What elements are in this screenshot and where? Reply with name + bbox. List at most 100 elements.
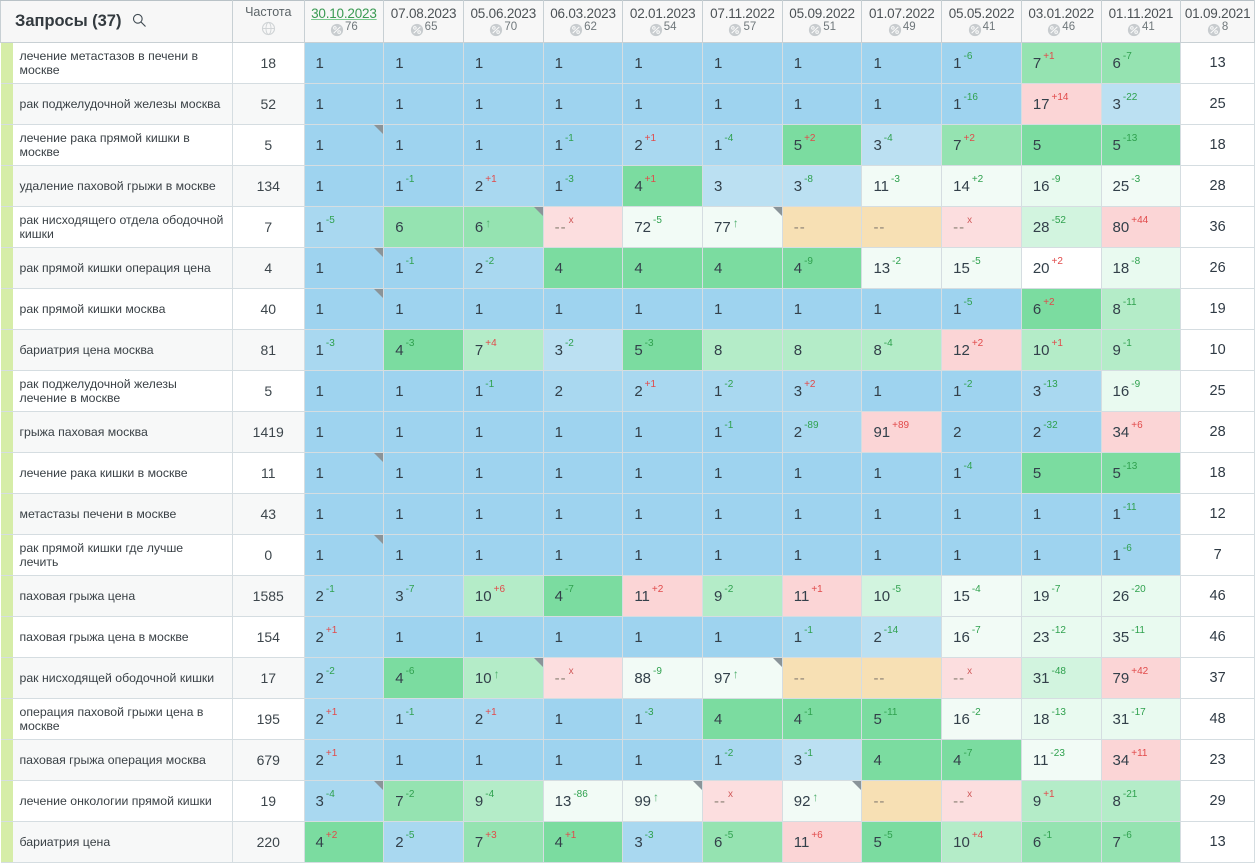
rank-cell[interactable]: 6 ↑ xyxy=(462,206,544,248)
rank-cell[interactable]: 15 -5 xyxy=(941,247,1022,289)
rank-cell[interactable]: 1 xyxy=(383,83,464,125)
query-cell[interactable]: рак прямой кишки операция цена xyxy=(0,247,233,289)
rank-cell[interactable]: 18 -13 xyxy=(1020,698,1102,740)
rank-cell[interactable]: 5 -11 xyxy=(861,698,943,740)
rank-cell[interactable]: 13 -2 xyxy=(861,247,943,289)
rank-cell[interactable]: 92 ↑ xyxy=(781,780,863,822)
oldest-rank-cell[interactable]: 25 xyxy=(1180,83,1255,125)
query-cell[interactable]: лечение рака кишки в москве xyxy=(0,452,233,494)
rank-cell[interactable]: 7 +2 xyxy=(941,124,1022,166)
rank-cell[interactable]: 5 -5 xyxy=(861,821,943,863)
rank-cell[interactable]: 1 -2 xyxy=(941,370,1022,412)
rank-cell[interactable]: 1 -1 xyxy=(383,698,464,740)
rank-cell[interactable]: 19 -7 xyxy=(1020,575,1102,617)
rank-cell[interactable]: 3 +2 xyxy=(781,370,863,412)
column-header-date-01.11.2021[interactable]: 01.11.2021 41 xyxy=(1100,0,1182,43)
rank-cell[interactable]: 1 xyxy=(542,411,624,453)
rank-cell[interactable]: 11 -3 xyxy=(861,165,943,207)
rank-cell[interactable]: -- xyxy=(861,206,943,248)
rank-cell[interactable]: 10 -5 xyxy=(861,575,943,617)
oldest-rank-cell[interactable]: 13 xyxy=(1180,821,1255,863)
rank-cell[interactable]: 13 -86 xyxy=(542,780,624,822)
rank-cell[interactable]: 1 xyxy=(462,288,544,330)
rank-cell[interactable]: 1 -11 xyxy=(1100,493,1182,535)
rank-cell[interactable]: 1 -3 xyxy=(542,165,624,207)
rank-cell[interactable]: 3 -7 xyxy=(383,575,464,617)
rank-cell[interactable]: 1 xyxy=(781,42,863,84)
rank-cell[interactable]: 4 -1 xyxy=(781,698,863,740)
column-header-date-06.03.2023[interactable]: 06.03.2023 62 xyxy=(542,0,624,43)
query-cell[interactable]: бариатрия цена москва xyxy=(0,329,233,371)
column-header-date-01.09.2021[interactable]: 01.09.2021 8 xyxy=(1180,0,1255,43)
rank-cell[interactable]: 1 xyxy=(622,288,704,330)
rank-cell[interactable]: 1 -6 xyxy=(1100,534,1182,576)
oldest-rank-cell[interactable]: 28 xyxy=(1180,165,1255,207)
table-row[interactable]: бариатрия цена москва 81 1 -3 4 -3 7 +4 3 -2 5 -3 8 8… xyxy=(0,329,1255,371)
rank-cell[interactable]: 1 xyxy=(861,288,943,330)
rank-cell[interactable]: 6 +2 xyxy=(1020,288,1102,330)
rank-cell[interactable]: 2 +1 xyxy=(303,698,385,740)
table-row[interactable]: удаление паховой грыжи в москве 134 1 1 -1 2 +… xyxy=(0,165,1255,207)
rank-cell[interactable]: 2 xyxy=(941,411,1022,453)
rank-cell[interactable]: 91 +89 xyxy=(861,411,943,453)
cell-note-marker-icon[interactable] xyxy=(374,248,384,257)
rank-cell[interactable]: 1 xyxy=(462,124,544,166)
rank-cell[interactable]: 15 -4 xyxy=(941,575,1022,617)
query-cell[interactable]: метастазы печени в москве xyxy=(0,493,233,535)
rank-cell[interactable]: 28 -52 xyxy=(1020,206,1102,248)
rank-cell[interactable]: 3 -3 xyxy=(622,821,704,863)
rank-cell[interactable]: 1 -16 xyxy=(941,83,1022,125)
rank-cell[interactable]: 1 xyxy=(383,452,464,494)
rank-cell[interactable]: 1 xyxy=(462,616,544,658)
cell-note-marker-icon[interactable] xyxy=(533,658,543,667)
oldest-rank-cell[interactable]: 26 xyxy=(1180,247,1255,289)
rank-cell[interactable]: 80 +44 xyxy=(1100,206,1182,248)
rank-cell[interactable]: 1 xyxy=(702,534,783,576)
rank-cell[interactable]: 7 +3 xyxy=(462,821,544,863)
rank-cell[interactable]: 1 xyxy=(303,411,385,453)
rank-cell[interactable]: 1 -1 xyxy=(702,411,783,453)
rank-cell[interactable]: 2 -1 xyxy=(303,575,385,617)
rank-cell[interactable]: 6 -7 xyxy=(1100,42,1182,84)
rank-cell[interactable]: 8 xyxy=(702,329,783,371)
rank-cell[interactable]: 1 xyxy=(781,83,863,125)
query-cell[interactable]: рак поджелудочной железы москва xyxy=(0,83,233,125)
rank-cell[interactable]: 1 xyxy=(383,411,464,453)
rank-cell[interactable]: 1 xyxy=(702,42,783,84)
rank-cell[interactable]: 1 xyxy=(303,288,385,330)
rank-cell[interactable]: 1 xyxy=(303,83,385,125)
rank-cell[interactable]: 9 -1 xyxy=(1100,329,1182,371)
table-row[interactable]: рак нисходящего отдела ободочной кишки 7 1… xyxy=(0,206,1255,248)
rank-cell[interactable]: -- x xyxy=(542,206,624,248)
cell-note-marker-icon[interactable] xyxy=(533,207,543,216)
rank-cell[interactable]: 1 xyxy=(861,370,943,412)
oldest-rank-cell[interactable]: 23 xyxy=(1180,739,1255,781)
rank-cell[interactable]: 1 xyxy=(781,493,863,535)
oldest-rank-cell[interactable]: 12 xyxy=(1180,493,1255,535)
rank-cell[interactable]: 16 -7 xyxy=(941,616,1022,658)
cell-note-marker-icon[interactable] xyxy=(374,453,384,462)
rank-cell[interactable]: -- xyxy=(781,657,863,699)
rank-cell[interactable]: 1 xyxy=(542,698,624,740)
rank-cell[interactable]: 1 xyxy=(383,370,464,412)
rank-cell[interactable]: 3 -8 xyxy=(781,165,863,207)
rank-cell[interactable]: 6 -5 xyxy=(702,821,783,863)
oldest-rank-cell[interactable]: 13 xyxy=(1180,42,1255,84)
rank-cell[interactable]: 2 +1 xyxy=(303,739,385,781)
rank-cell[interactable]: 1 xyxy=(622,452,704,494)
rank-cell[interactable]: 1 xyxy=(702,83,783,125)
table-row[interactable]: рак прямой кишки операция цена 4 1 1 -1 2 -2 4 4… xyxy=(0,247,1255,289)
rank-cell[interactable]: 1 xyxy=(941,534,1022,576)
query-cell[interactable]: лечение онкологии прямой кишки xyxy=(0,780,233,822)
column-header-queries[interactable]: Запросы (37) xyxy=(0,0,233,43)
column-header-date-02.01.2023[interactable]: 02.01.2023 54 xyxy=(622,0,704,43)
rank-cell[interactable]: 4 +2 xyxy=(303,821,385,863)
cell-note-marker-icon[interactable] xyxy=(772,207,782,216)
rank-cell[interactable]: 1 xyxy=(781,288,863,330)
rank-cell[interactable]: 2 +1 xyxy=(622,124,704,166)
cell-note-marker-icon[interactable] xyxy=(374,781,384,790)
rank-cell[interactable]: 8 -4 xyxy=(861,329,943,371)
rank-cell[interactable]: -- xyxy=(861,657,943,699)
rank-cell[interactable]: 1 xyxy=(622,534,704,576)
rank-cell[interactable]: 1 xyxy=(303,493,385,535)
